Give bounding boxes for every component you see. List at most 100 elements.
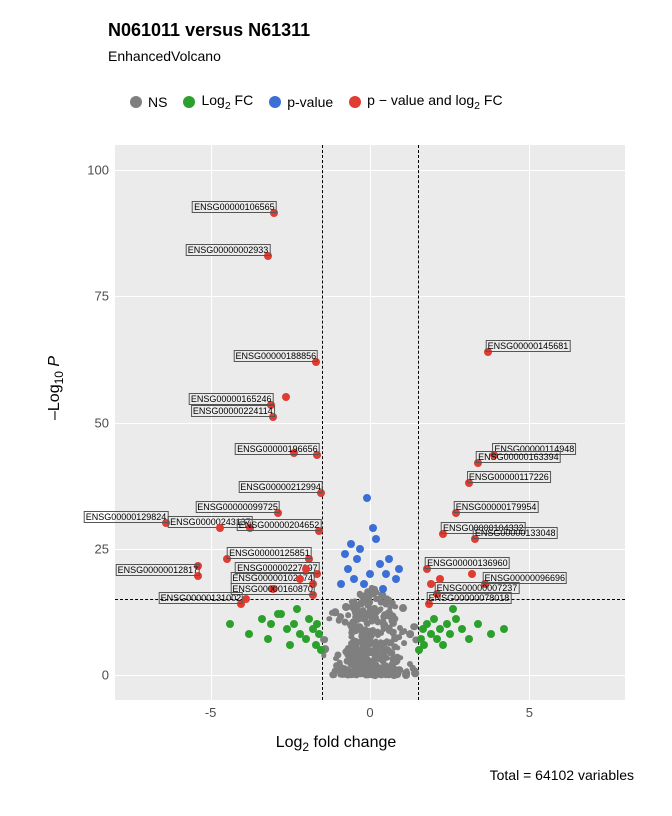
data-point [474,620,482,628]
data-point [296,575,304,583]
data-point [436,575,444,583]
data-point [302,565,310,573]
data-point [372,535,380,543]
point-label: ENSG00000224114 [191,405,275,417]
legend-marker [349,96,361,108]
data-point [282,393,290,401]
point-label: ENSG00000204652 [237,519,322,531]
data-point [258,615,266,623]
data-point [465,635,473,643]
data-point [420,641,428,649]
data-point [290,620,298,628]
data-point [359,668,367,676]
data-point [366,570,374,578]
point-label: ENSG00000136960 [425,557,510,569]
data-point [382,570,390,578]
data-point [393,604,399,610]
data-point [315,630,323,638]
data-point [348,640,356,648]
point-label: ENSG00000002933 [186,244,271,256]
data-point [369,524,377,532]
point-label: ENSG00000188856 [234,350,319,362]
x-tick-label: 5 [526,705,533,720]
data-point [317,646,325,654]
data-point [372,661,379,668]
data-point [392,575,400,583]
data-point [430,615,438,623]
point-label: ENSG00000012817 [116,564,201,576]
point-label: ENSG00000129824 [84,511,169,523]
data-point [410,623,418,631]
legend-marker [183,96,195,108]
data-point [376,560,384,568]
data-point [341,550,349,558]
data-point [349,652,355,658]
data-point [439,641,447,649]
data-point [443,620,451,628]
data-point [302,635,310,643]
data-point [397,626,403,632]
data-point [286,641,294,649]
y-tick-label: 0 [79,667,109,682]
data-point [245,630,253,638]
gridline-h [115,549,625,550]
data-point [399,604,407,612]
data-point [385,555,393,563]
legend-label: NS [148,94,167,110]
y-tick-label: 100 [79,163,109,178]
point-label: ENSG00000131002 [159,592,244,604]
data-point [349,626,356,633]
data-point [274,610,282,618]
data-point [449,605,457,613]
x-tick-label: -5 [205,705,217,720]
point-label: ENSG00000125851 [227,547,312,559]
data-point [345,612,351,618]
y-tick-label: 75 [79,289,109,304]
data-point [337,580,345,588]
point-label: ENSG00000163394 [476,451,561,463]
data-point [468,570,476,578]
legend-label: p − value and log2 FC [367,92,502,112]
data-point [264,635,272,643]
chart-subtitle: EnhancedVolcano [108,48,221,64]
threshold-line-v [322,145,323,700]
data-point [313,620,321,628]
data-point [358,639,364,645]
point-label: ENSG00000133048 [473,527,558,539]
data-point [378,639,384,645]
y-tick-label: 50 [79,415,109,430]
x-axis-label: Log2 fold change [0,734,672,754]
x-tick-label: 0 [366,705,373,720]
data-point [379,585,387,593]
data-point [293,605,301,613]
legend-item: p − value and log2 FC [349,92,502,112]
data-point [360,580,368,588]
data-point [427,580,435,588]
y-tick-label: 25 [79,541,109,556]
data-point [350,669,356,675]
data-point [216,524,224,532]
point-label: ENSG00000106565 [192,201,277,213]
chart-container: N061011 versus N61311 EnhancedVolcano NS… [0,0,672,816]
legend-marker [130,96,142,108]
gridline-h [115,296,625,297]
legend-item: NS [130,94,167,110]
point-label: ENSG00000145681 [486,340,571,352]
gridline-h [115,423,625,424]
data-point [348,603,355,610]
data-point [267,620,275,628]
data-point [305,615,313,623]
data-point [446,630,454,638]
legend-item: Log2 FC [183,92,253,112]
data-point [350,575,358,583]
data-point [368,670,376,678]
data-point [397,634,403,640]
point-label: ENSG00000196656 [235,443,320,455]
data-point [333,656,339,662]
y-axis-label: –Log10 P [46,356,66,420]
data-point [395,666,403,674]
gridline-h [115,170,625,171]
point-label: ENSG00000179954 [454,501,539,513]
data-point [367,613,373,619]
data-point [402,671,410,679]
